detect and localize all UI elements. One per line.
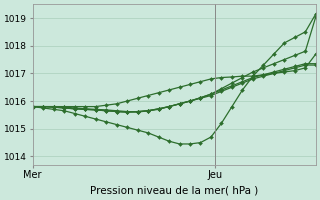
X-axis label: Pression niveau de la mer( hPa ): Pression niveau de la mer( hPa ) bbox=[90, 186, 259, 196]
